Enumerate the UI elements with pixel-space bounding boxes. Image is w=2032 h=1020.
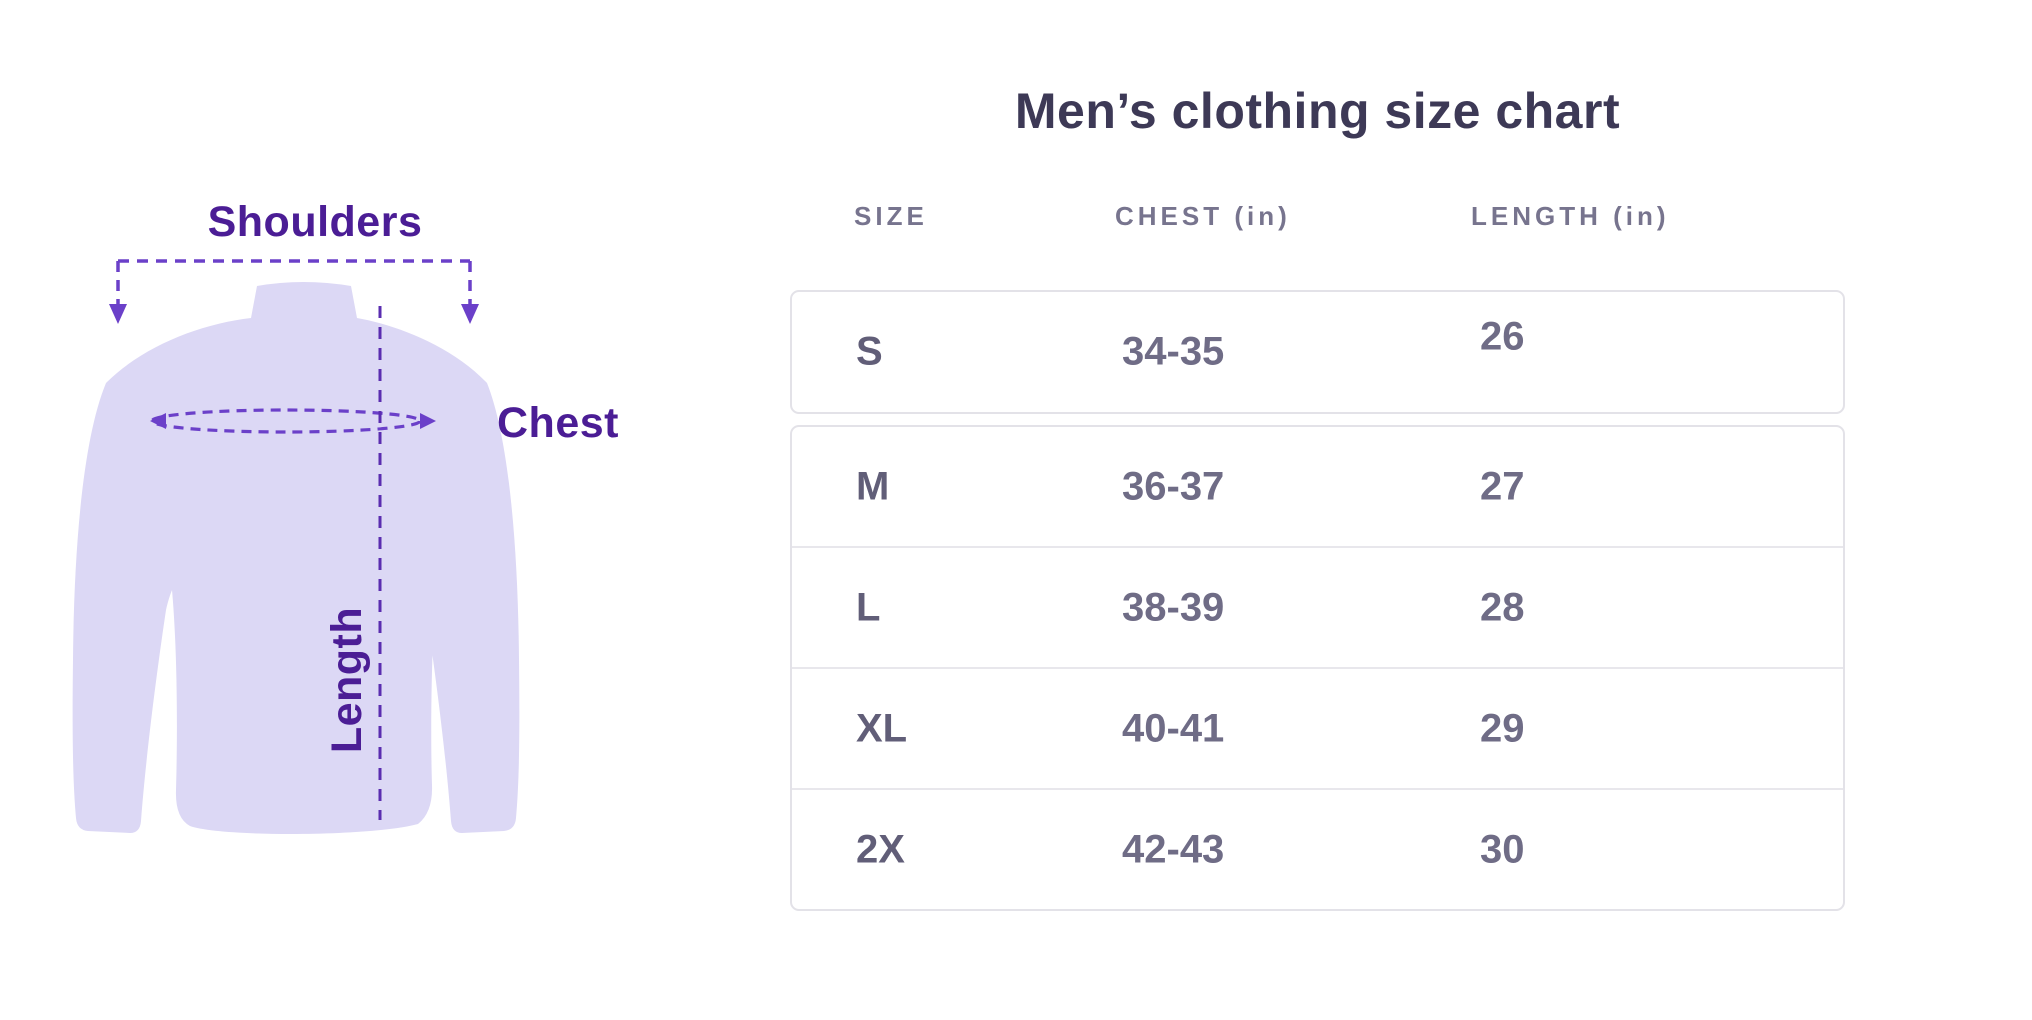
column-header-chest: CHEST (in) [1115,201,1291,231]
shoulders-arrowhead-left [109,304,127,324]
chest-cell: 42-43 [1122,827,1225,871]
chest-arrowhead-right [420,413,436,429]
table-row: S 34-35 26 [792,292,1843,412]
shoulders-measure-arrow [116,259,472,306]
chest-cell: 34-35 [1122,329,1225,374]
size-cell: L [856,585,881,629]
length-cell: 27 [1480,464,1525,508]
table-header-row: SIZE CHEST (in) LENGTH (in) [790,201,1845,235]
table-card-top: S 34-35 26 [790,290,1845,414]
chest-cell: 36-37 [1122,464,1225,508]
column-header-size: SIZE [854,201,928,231]
table-row: M 36-37 27 [792,427,1843,546]
page-title: Men’s clothing size chart [1014,83,1621,139]
shirt-body [106,282,487,835]
chest-label: Chest [497,399,619,447]
shirt-graphic [72,259,520,835]
chest-arrowhead-left [150,413,166,429]
shoulders-label: Shoulders [207,198,423,246]
table-row: XL 40-41 29 [792,667,1843,788]
size-cell: XL [856,706,908,750]
table-card-bottom: M 36-37 27 L 38-39 28 XL 40-41 29 2X 42-… [790,425,1845,911]
chest-cell: 40-41 [1122,706,1225,750]
shoulders-arrowhead-right [461,304,479,324]
size-cell: S [856,329,883,374]
length-label: Length [323,606,371,754]
size-cell: 2X [856,827,905,871]
size-cell: M [856,464,890,508]
length-cell: 30 [1480,827,1525,871]
size-chart: Men’s clothing size chart SIZE CHEST (in… [790,0,1845,1020]
length-cell: 26 [1480,314,1525,359]
shirt-measurement-diagram: Shoulders Chest Length [0,0,700,1020]
column-header-length: LENGTH (in) [1471,201,1670,231]
length-cell: 28 [1480,585,1525,629]
table-row: L 38-39 28 [792,546,1843,667]
table-row: 2X 42-43 30 [792,788,1843,909]
chest-cell: 38-39 [1122,585,1225,629]
length-cell: 29 [1480,706,1525,750]
